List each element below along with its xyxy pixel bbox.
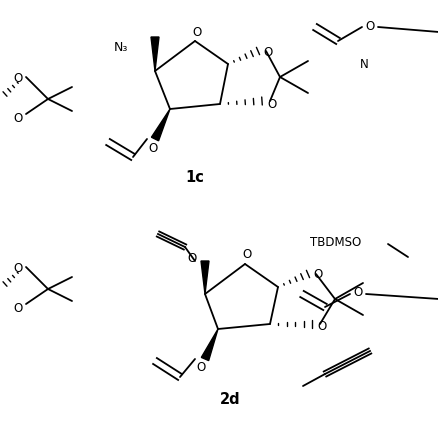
Text: O: O xyxy=(187,252,197,265)
Text: O: O xyxy=(263,46,272,58)
Text: O: O xyxy=(13,301,23,314)
Text: TBDMSO: TBDMSO xyxy=(309,235,360,248)
Text: O: O xyxy=(353,286,362,299)
Text: O: O xyxy=(196,360,205,374)
Text: N: N xyxy=(359,58,368,71)
Text: O: O xyxy=(148,141,157,154)
Polygon shape xyxy=(201,261,208,294)
Text: O: O xyxy=(267,97,276,110)
Text: O: O xyxy=(13,111,23,124)
Text: O: O xyxy=(317,320,326,333)
Polygon shape xyxy=(151,110,170,141)
Text: O: O xyxy=(192,25,201,39)
Text: O: O xyxy=(13,261,23,274)
Text: O: O xyxy=(364,19,374,32)
Text: 1c: 1c xyxy=(185,170,204,185)
Polygon shape xyxy=(151,38,159,72)
Polygon shape xyxy=(201,329,218,361)
Text: 2d: 2d xyxy=(219,392,240,406)
Text: O: O xyxy=(242,248,251,261)
Text: O: O xyxy=(313,268,322,281)
Text: N₃: N₃ xyxy=(113,40,128,53)
Text: O: O xyxy=(13,71,23,84)
